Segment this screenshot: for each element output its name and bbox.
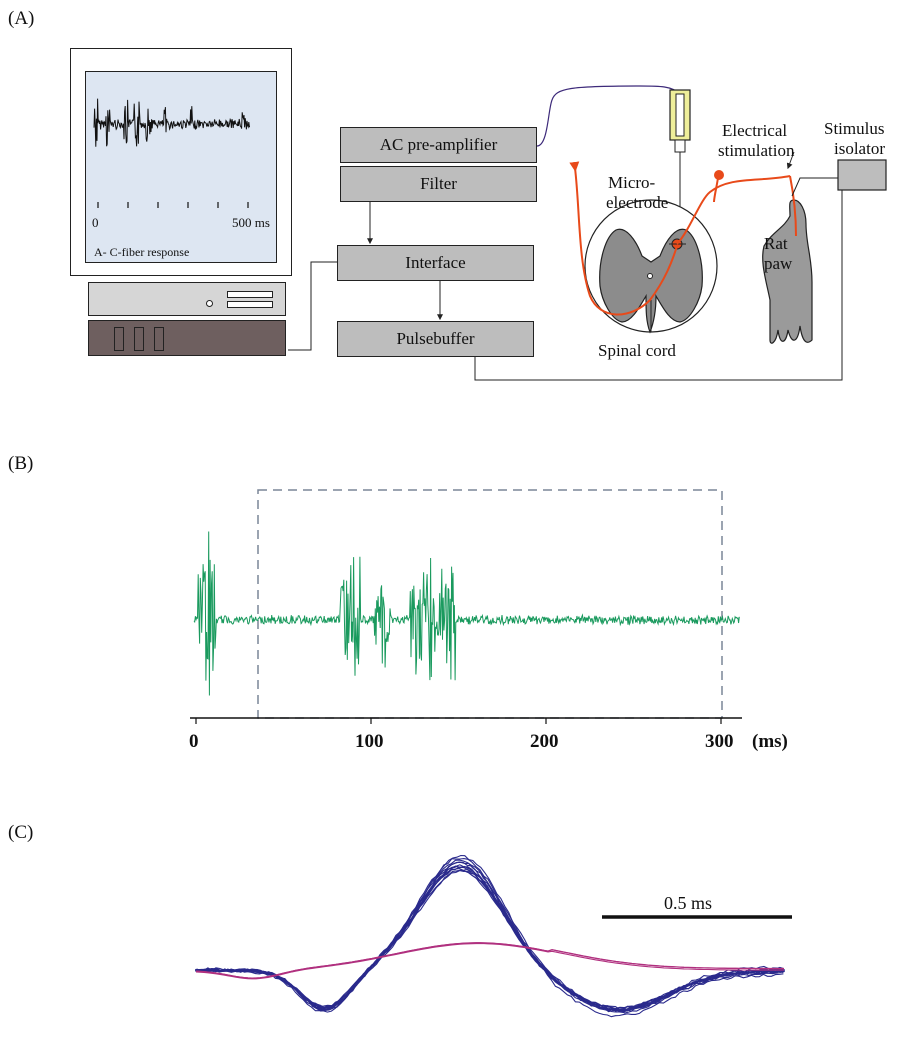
- monitor-tick-end: 500 ms: [232, 215, 270, 230]
- monitor: 0 500 ms A- C-fiber response: [70, 48, 292, 276]
- waveform-trace: [195, 861, 784, 1013]
- isolator-label: isolator: [834, 139, 885, 158]
- panel-a-wiring: [288, 85, 887, 381]
- x-tick-200: 200: [530, 731, 559, 752]
- x-tick-100: 100: [355, 731, 384, 752]
- monitor-caption: A- C-fiber response: [94, 245, 190, 259]
- waveform-trace: [195, 859, 784, 1018]
- pulsebuffer-block: Pulsebuffer: [337, 321, 534, 357]
- x-tick-300: 300: [705, 731, 734, 752]
- stimulation-label: stimulation: [718, 141, 795, 160]
- waveform-trace-alt: [195, 943, 784, 980]
- monitor-tick-zero: 0: [92, 215, 99, 230]
- monitor-screen: 0 500 ms A- C-fiber response: [85, 71, 277, 263]
- scale-bar-label: 0.5 ms: [664, 893, 713, 913]
- x-tick-0: 0: [189, 731, 199, 752]
- monitor-trace: [93, 98, 250, 208]
- electrode-label: electrode: [606, 193, 669, 212]
- filter-block: Filter: [340, 166, 537, 202]
- panel-a-label: (A): [8, 8, 35, 29]
- paw-label: paw: [764, 254, 793, 273]
- panel-c-label: (C): [8, 822, 34, 843]
- micro-label: Micro-: [608, 173, 656, 192]
- spinal-cord-label: Spinal cord: [598, 341, 676, 360]
- waveform-trace: [195, 865, 784, 1013]
- x-axis-unit: (ms): [752, 731, 788, 752]
- ac-preamplifier-block: AC pre-amplifier: [340, 127, 537, 163]
- waveform-trace: [196, 854, 785, 1013]
- computer-base-unit: [88, 320, 286, 356]
- electrical-label: Electrical: [722, 121, 788, 140]
- stimulus-label: Stimulus: [824, 119, 885, 138]
- panel-b-label: (B): [8, 453, 34, 474]
- rat-label: Rat: [764, 234, 788, 253]
- waveform-trace-alt: [195, 942, 784, 979]
- panel-c-waveforms: [195, 854, 792, 1018]
- computer-drive-unit: [88, 282, 286, 316]
- interface-block: Interface: [337, 245, 534, 281]
- panel-b-recording: [190, 489, 742, 724]
